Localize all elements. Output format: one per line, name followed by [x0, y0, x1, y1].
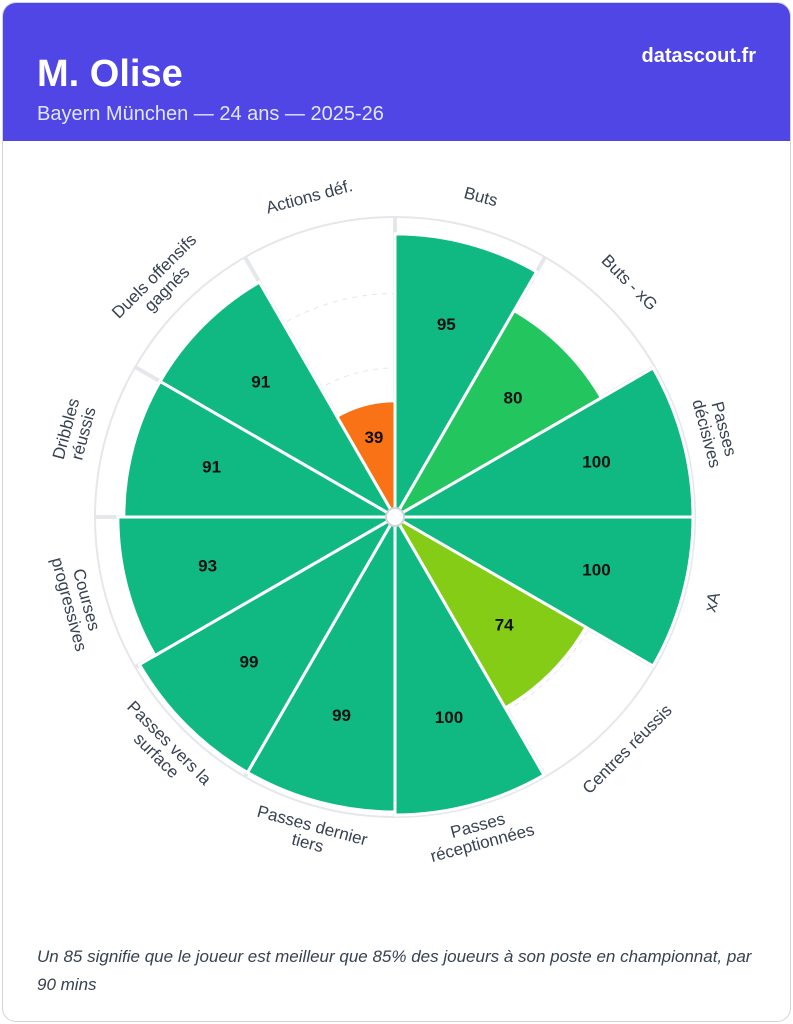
category-label: Dribblesréussis	[49, 396, 101, 466]
value-label: 95	[437, 315, 456, 334]
slice	[245, 511, 397, 814]
category-line: Actions déf.	[264, 177, 355, 218]
category-label: Actions déf.	[264, 177, 355, 218]
footnote: Un 85 signifie que le joueur est meilleu…	[37, 947, 752, 994]
value-label: 93	[198, 557, 217, 576]
slice	[390, 512, 589, 711]
slice	[122, 379, 401, 519]
slice	[390, 308, 604, 522]
value-label: 80	[504, 388, 523, 407]
slice	[137, 512, 400, 775]
slice	[116, 515, 401, 658]
slice	[393, 511, 547, 817]
value-label: 100	[582, 452, 610, 471]
category-line: Buts	[462, 184, 500, 211]
value-label: 91	[251, 372, 270, 391]
header: M. Olise Bayern München — 24 ans — 2025-…	[3, 3, 790, 141]
slice	[334, 399, 397, 523]
player-name: M. Olise	[37, 53, 183, 95]
value-label: 91	[202, 457, 221, 476]
category-label: xA	[701, 589, 725, 614]
slice	[393, 232, 539, 523]
slice	[158, 280, 400, 522]
value-label: 99	[332, 706, 351, 725]
slice	[389, 365, 695, 519]
value-label: 100	[582, 560, 610, 579]
category-label: Passesdécisives	[688, 393, 742, 470]
category-line: xA	[701, 589, 725, 614]
subtitle: Bayern München — 24 ans — 2025-26	[37, 103, 384, 125]
value-label: 99	[240, 653, 259, 672]
category-label: Buts	[462, 184, 500, 211]
value-label: 100	[435, 708, 463, 727]
slice	[389, 515, 695, 669]
center-dot	[385, 507, 405, 527]
value-label: 74	[495, 616, 514, 635]
brand: datascout.fr	[641, 45, 756, 67]
value-label: 39	[364, 428, 383, 447]
